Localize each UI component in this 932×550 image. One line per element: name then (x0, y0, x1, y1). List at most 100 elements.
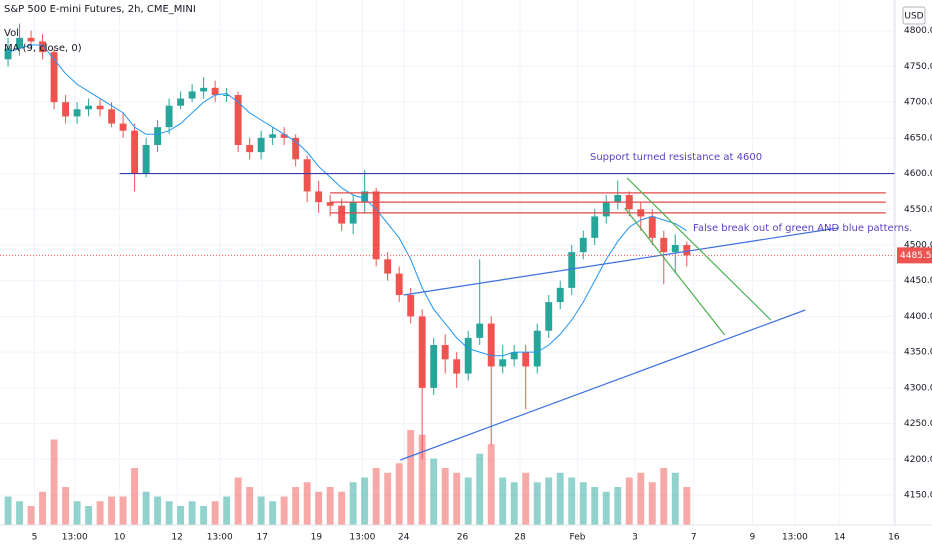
candle-body (395, 273, 403, 295)
candle-body (131, 130, 139, 174)
volume-bar (533, 482, 541, 525)
candle-body (16, 37, 24, 49)
volume-label: Vol (4, 28, 19, 39)
volume-bar (73, 501, 81, 525)
plot-area (0, 0, 895, 525)
candle-body (280, 134, 288, 138)
volume-bar (96, 501, 104, 525)
candle-body (441, 345, 449, 360)
volume-bar (384, 472, 392, 525)
volume-bar (441, 468, 449, 525)
candle-body (510, 352, 518, 360)
candle-body (579, 237, 587, 253)
y-tick-label: 4750.00 (904, 62, 932, 72)
candle-body (407, 295, 415, 317)
volume-bar (62, 487, 70, 525)
trend-line (403, 227, 839, 296)
y-tick-label: 4550.00 (904, 205, 932, 215)
last-price-box (897, 247, 932, 264)
volume-bar (27, 506, 35, 525)
x-tick-label: 28 (514, 533, 526, 543)
y-tick-label: 4150.00 (904, 491, 932, 501)
candle-body (200, 87, 208, 92)
candle-body (533, 330, 541, 367)
x-tick-label: 14 (834, 533, 846, 543)
volume-bar (315, 491, 323, 525)
x-tick-label: 19 (311, 533, 323, 543)
x-tick-label: 3 (632, 533, 638, 543)
x-tick-label: 9 (749, 533, 755, 543)
candle-body (487, 323, 495, 367)
y-tick-label: 4650.00 (904, 133, 932, 143)
y-tick-label: 4600.00 (904, 169, 932, 179)
candle-body (361, 191, 369, 203)
y-tick-label: 4250.00 (904, 419, 932, 429)
candle-body (257, 137, 265, 153)
currency[interactable]: USD (904, 12, 923, 22)
y-tick-label: 4400.00 (904, 312, 932, 322)
candle-body (165, 105, 173, 128)
candle-body (556, 287, 564, 303)
candle-body (499, 359, 507, 367)
candle-body (326, 202, 334, 206)
x-tick-label: 7 (691, 533, 697, 543)
volume-bar (4, 496, 12, 525)
volume-bar (510, 482, 518, 525)
volume-bar (395, 463, 403, 525)
volume-bar (625, 477, 633, 525)
volume-bar (579, 482, 587, 525)
candle-body (522, 352, 530, 367)
y-tick-label: 4350.00 (904, 348, 932, 358)
volume-bar (142, 491, 150, 525)
candle-body (188, 91, 196, 99)
x-tick-label: 13:00 (349, 533, 375, 543)
candle-body (648, 216, 656, 238)
volume-bar (648, 482, 656, 525)
currency-box[interactable] (902, 6, 926, 25)
x-tick-label: 13:00 (62, 533, 88, 543)
volume-bar (476, 453, 484, 525)
y-tick-label: 4500.00 (904, 241, 932, 251)
volume-bar (499, 477, 507, 525)
volume-bar (223, 496, 231, 525)
candle-body (315, 191, 323, 203)
x-tick-label: 5 (32, 533, 38, 543)
trend-line (624, 207, 726, 336)
volume-bar (556, 472, 564, 525)
x-tick-label: 17 (257, 533, 268, 543)
candle-body (464, 337, 472, 374)
volume-bar (349, 482, 357, 525)
volume-bar (131, 468, 139, 525)
volume-bar (280, 496, 288, 525)
volume-bar (372, 468, 380, 525)
volume-bar (407, 430, 415, 525)
volume-bar (177, 506, 185, 525)
y-tick-label: 4450.00 (904, 276, 932, 286)
x-tick-label: 24 (398, 533, 410, 543)
candle-body (591, 216, 599, 238)
volume-bar (165, 501, 173, 525)
volume-bar (430, 458, 438, 525)
volume-bar (464, 477, 472, 525)
annotation: False break out of green AND blue patter… (693, 223, 912, 234)
candle-body (568, 252, 576, 288)
candle-body (50, 52, 58, 103)
candle-body (154, 127, 162, 145)
volume-bar (303, 482, 311, 525)
volume-bar (200, 506, 208, 525)
volume-bar (269, 501, 277, 525)
volume-bar (108, 496, 116, 525)
candle-body (234, 95, 242, 145)
volume-bar (16, 501, 24, 525)
candle-body (269, 134, 277, 138)
volume-bar (602, 491, 610, 525)
volume-bar (671, 472, 679, 525)
volume-bar (85, 506, 93, 525)
candle-body (303, 159, 311, 192)
trend-line (626, 177, 772, 321)
volume-bar (338, 491, 346, 525)
y-tick-label: 4800.00 (904, 26, 932, 36)
